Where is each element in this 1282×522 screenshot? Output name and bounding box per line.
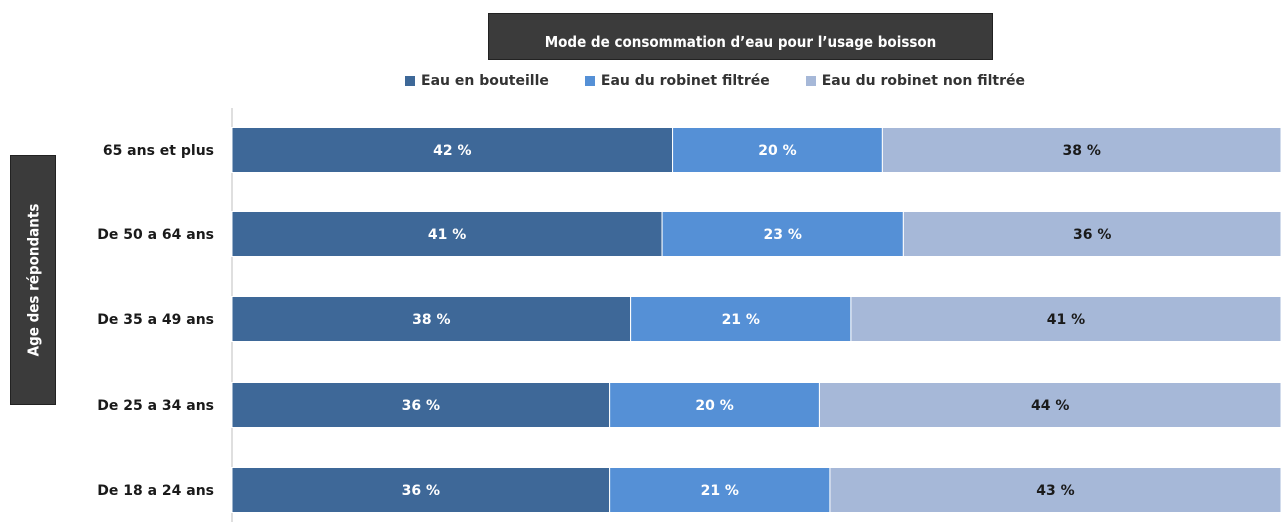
- data-label: 21 %: [722, 312, 760, 328]
- data-label: 36 %: [1073, 227, 1111, 243]
- data-label: 36 %: [402, 398, 440, 414]
- bar-segment: [231, 127, 674, 173]
- category-label: De 50 a 64 ans: [97, 227, 214, 243]
- data-label: 38 %: [1062, 143, 1100, 159]
- bar-segment: [609, 467, 831, 513]
- legend-swatch-bottled: [405, 76, 415, 86]
- data-label: 41 %: [428, 227, 466, 243]
- legend-item-bottled: Eau en bouteille: [405, 73, 549, 89]
- bar-segment: [818, 382, 1282, 428]
- bar-segment: [231, 467, 611, 513]
- bar-segment: [672, 127, 883, 173]
- bar-segment: [231, 382, 611, 428]
- data-label: 43 %: [1036, 483, 1074, 499]
- bar-segment: [881, 127, 1282, 173]
- data-label: 38 %: [412, 312, 450, 328]
- bar-segment: [850, 296, 1282, 342]
- bar-segment: [231, 211, 663, 257]
- data-label: 36 %: [402, 483, 440, 499]
- category-label: De 18 a 24 ans: [97, 483, 214, 499]
- data-label: 44 %: [1031, 398, 1069, 414]
- bar-segment: [829, 467, 1282, 513]
- legend-swatch-unfiltered: [805, 76, 816, 86]
- data-label: 41 %: [1047, 312, 1085, 328]
- legend-item-filtered: Eau du robinet filtrée: [584, 73, 770, 89]
- category-label: De 25 a 34 ans: [97, 398, 214, 414]
- category-label: De 35 a 49 ans: [97, 312, 214, 328]
- bar-segment: [661, 211, 904, 257]
- legend-label-filtered: Eau du robinet filtrée: [600, 73, 770, 89]
- data-label: 20 %: [695, 398, 733, 414]
- chart-legend: Eau en bouteille Eau du robinet filtrée …: [405, 70, 1061, 92]
- chart-title-text: Mode de consommation d’eau pour l’usage …: [544, 32, 937, 51]
- category-label: 65 ans et plus: [103, 143, 214, 159]
- data-label: 23 %: [764, 227, 802, 243]
- legend-swatch-filtered: [584, 76, 595, 86]
- data-label: 21 %: [701, 483, 739, 499]
- data-label: 42 %: [433, 143, 471, 159]
- legend-item-unfiltered: Eau du robinet non filtrée: [805, 73, 1026, 89]
- bar-segment: [902, 211, 1282, 257]
- y-axis-title-box: Age des répondants: [10, 155, 56, 405]
- data-label: 20 %: [758, 143, 796, 159]
- legend-label-bottled: Eau en bouteille: [421, 73, 549, 89]
- legend-label-unfiltered: Eau du robinet non filtrée: [821, 73, 1026, 89]
- chart-title: Mode de consommation d’eau pour l’usage …: [488, 13, 993, 60]
- bar-segment: [630, 296, 852, 342]
